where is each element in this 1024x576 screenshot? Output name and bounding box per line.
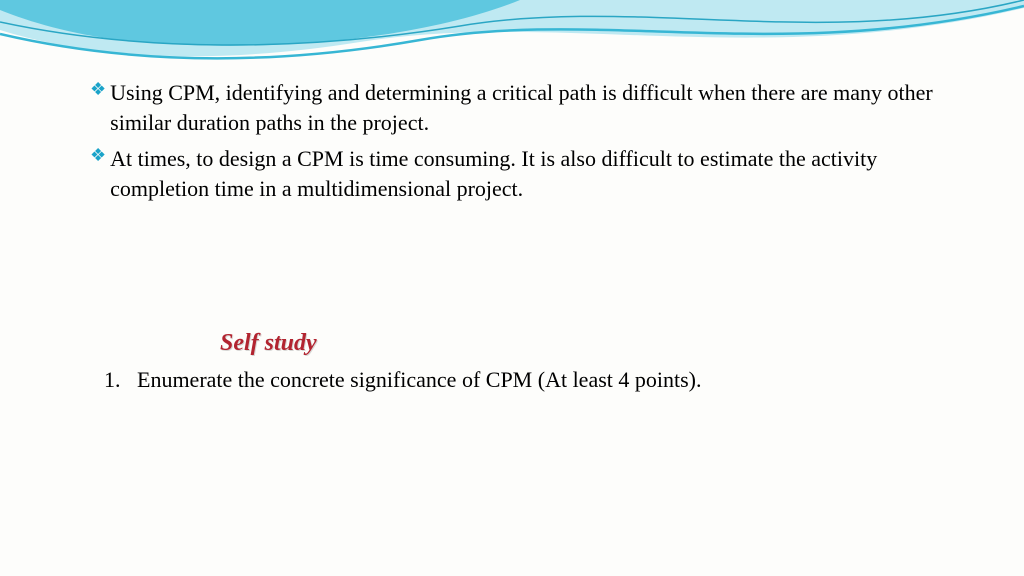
bullet-text: At times, to design a CPM is time consum… — [110, 144, 964, 204]
item-number: 1. — [104, 367, 121, 392]
wave-fill-light — [0, 0, 1024, 56]
bullet-list: ❖ Using CPM, identifying and determining… — [90, 78, 964, 210]
list-item: ❖ At times, to design a CPM is time cons… — [90, 144, 964, 204]
numbered-item: 1. Enumerate the concrete significance o… — [104, 365, 964, 395]
item-text: Enumerate the concrete significance of C… — [137, 367, 702, 392]
wave-fill-main — [0, 0, 520, 46]
bullet-text: Using CPM, identifying and determining a… — [110, 78, 964, 138]
slide: ❖ Using CPM, identifying and determining… — [0, 0, 1024, 576]
diamond-bullet-icon: ❖ — [90, 144, 106, 166]
self-study-section: Self study 1. Enumerate the concrete sig… — [90, 330, 964, 395]
self-study-heading: Self study — [220, 330, 964, 357]
list-item: ❖ Using CPM, identifying and determining… — [90, 78, 964, 138]
decorative-wave — [0, 0, 1024, 90]
diamond-bullet-icon: ❖ — [90, 78, 106, 100]
wave-stroke-2 — [0, 0, 1024, 45]
wave-stroke-1 — [0, 6, 1024, 58]
